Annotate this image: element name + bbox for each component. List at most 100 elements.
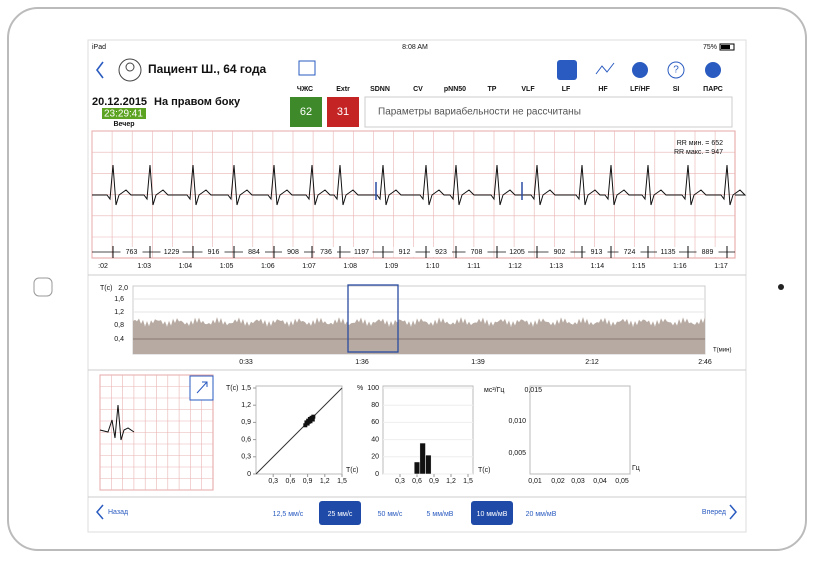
patient-name: Пациент Ш., 64 года xyxy=(148,62,267,76)
histogram-y-tick: 60 xyxy=(371,419,379,426)
option-button[interactable]: 12,5 мм/с xyxy=(273,511,304,518)
battery-level xyxy=(721,45,730,49)
histogram-bar xyxy=(414,462,420,474)
profile-icon[interactable] xyxy=(705,62,721,78)
trend-x-label: T(мин) xyxy=(713,348,731,354)
back-button[interactable]: Назад xyxy=(108,509,128,516)
metric-label[interactable]: LF/HF xyxy=(630,86,651,93)
histogram-x-tick: 0,6 xyxy=(412,478,422,485)
metric-label[interactable]: ПАРС xyxy=(703,86,723,93)
time-label: 1:05 xyxy=(220,263,234,270)
rr-value: 708 xyxy=(471,249,483,256)
globe-icon[interactable] xyxy=(632,62,648,78)
rr-value: 916 xyxy=(208,249,220,256)
time-label: 1:06 xyxy=(261,263,275,270)
spectrum-plot xyxy=(530,386,630,474)
metric-label[interactable]: TP xyxy=(488,86,497,93)
scatter-y-tick: 0,9 xyxy=(241,419,251,426)
time-label: 1:14 xyxy=(591,263,605,270)
option-button[interactable]: 25 мм/с xyxy=(328,511,353,518)
metric-label[interactable]: SDNN xyxy=(370,86,390,93)
time-label: 1:13 xyxy=(549,263,563,270)
option-button[interactable]: 5 мм/мВ xyxy=(427,511,454,518)
spectrum-x-tick: 0,04 xyxy=(593,478,607,485)
rr-value: 902 xyxy=(554,249,566,256)
spectrum-x-tick: 0,01 xyxy=(528,478,542,485)
histogram-bar xyxy=(426,455,432,474)
time-label: 1:04 xyxy=(179,263,193,270)
time-label: 1:12 xyxy=(508,263,522,270)
time-label: 1:15 xyxy=(632,263,646,270)
histogram-y-label: % xyxy=(357,385,363,392)
rr-value: 763 xyxy=(126,249,138,256)
histogram-y-tick: 80 xyxy=(371,402,379,409)
rr-value: 1197 xyxy=(354,249,369,256)
trend-area xyxy=(133,317,705,354)
spectrum-x-tick: 0,02 xyxy=(551,478,565,485)
histogram-x-tick: 1,5 xyxy=(463,478,473,485)
metric-label[interactable]: Extr xyxy=(336,86,350,93)
scatter-x-tick: 1,5 xyxy=(337,478,347,485)
spectrum-y-tick: 0,015 xyxy=(524,387,542,394)
rr-value: 1229 xyxy=(164,249,180,256)
time-label: 1:10 xyxy=(426,263,440,270)
rr-value: 736 xyxy=(320,249,332,256)
scatter-x-tick: 0,9 xyxy=(303,478,313,485)
trend-y-tick: 0,8 xyxy=(114,322,124,329)
rr-value: 908 xyxy=(287,249,299,256)
metric-label[interactable]: pNN50 xyxy=(444,86,466,93)
metric-label[interactable]: CV xyxy=(413,86,423,93)
trend-y-label: T(с) xyxy=(100,285,112,292)
rr-value: 923 xyxy=(435,249,447,256)
extr-value: 31 xyxy=(337,106,349,118)
histogram-y-tick: 20 xyxy=(371,454,379,461)
spectrum-y-label: мс²/Гц xyxy=(484,387,504,394)
date: 20.12.2015 xyxy=(92,96,147,108)
page: ? iPad8:08 AM75%Пациент Ш., 64 годаЧЖСEx… xyxy=(0,0,814,558)
option-button[interactable]: 10 мм/мВ xyxy=(477,511,508,518)
metric-label[interactable]: LF xyxy=(562,86,571,93)
time-label: 1:09 xyxy=(385,263,399,270)
scatter-y-tick: 0 xyxy=(247,471,251,478)
histogram-x-tick: 1,2 xyxy=(446,478,456,485)
rr-value: 724 xyxy=(624,249,636,256)
time-label: :02 xyxy=(98,263,108,270)
period: Вечер xyxy=(113,121,134,128)
option-button[interactable]: 50 мм/с xyxy=(378,511,403,518)
metric-label[interactable]: SI xyxy=(673,86,680,93)
histogram-y-tick: 100 xyxy=(367,385,379,392)
clock: 23:29:41 xyxy=(104,109,143,120)
trend-y-tick: 1,6 xyxy=(114,296,124,303)
scatter-y-label: T(с) xyxy=(226,385,238,392)
metric-label[interactable]: VLF xyxy=(521,86,535,93)
rr-max: RR макс. = 947 xyxy=(674,149,723,156)
spectrum-y-tick: 0,005 xyxy=(508,450,526,457)
time-label: 1:17 xyxy=(714,263,728,270)
rr-value: 1205 xyxy=(509,249,525,256)
rr-value: 912 xyxy=(399,249,411,256)
histogram-bar xyxy=(420,443,426,474)
help-glyph: ? xyxy=(673,65,679,76)
trend-x-tick: 2:46 xyxy=(698,359,712,366)
spectrum-x-label: Гц xyxy=(632,465,640,472)
status-time: 8:08 AM xyxy=(402,44,428,51)
histogram-x-tick: 0,3 xyxy=(395,478,405,485)
forward-button[interactable]: Вперед xyxy=(702,509,726,516)
grid-icon[interactable] xyxy=(557,60,577,80)
trend-x-tick: 1:39 xyxy=(471,359,485,366)
spectrum-x-tick: 0,05 xyxy=(615,478,629,485)
metric-label[interactable]: ЧЖС xyxy=(297,86,313,93)
scatter-point xyxy=(311,415,315,419)
scatter-y-tick: 1,2 xyxy=(241,402,251,409)
metric-label[interactable]: HF xyxy=(598,86,608,93)
message: Параметры вариабельности не рассчитаны xyxy=(378,106,581,118)
scatter-y-tick: 1,5 xyxy=(241,385,251,392)
scatter-x-label: T(с) xyxy=(346,467,358,474)
scatter-x-tick: 0,3 xyxy=(268,478,278,485)
time-label: 1:16 xyxy=(673,263,687,270)
ecg-strip xyxy=(92,131,745,258)
scatter-x-tick: 0,6 xyxy=(286,478,296,485)
time-label: 1:03 xyxy=(137,263,151,270)
trend-y-tick: 2,0 xyxy=(118,285,128,292)
option-button[interactable]: 20 мм/мВ xyxy=(526,511,557,518)
